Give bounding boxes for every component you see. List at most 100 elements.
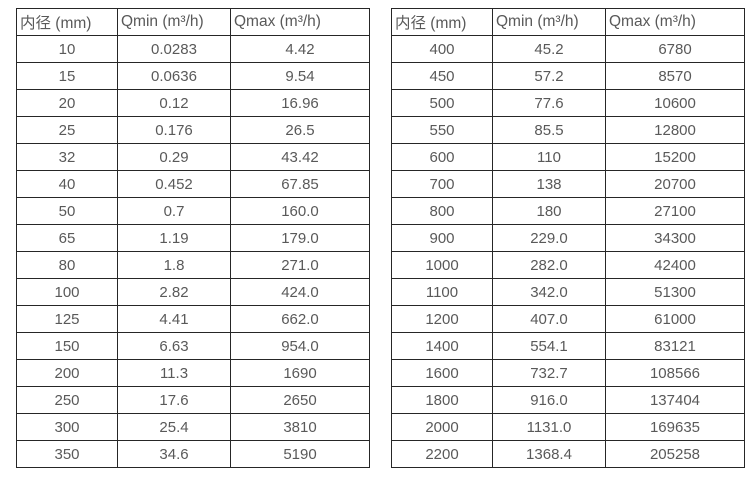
qmax-cell: 179.0	[230, 224, 370, 252]
qmax-cell: 954.0	[230, 332, 370, 360]
table-row: 2200 1368.4 205258	[391, 440, 745, 468]
diameter-cell: 450	[391, 62, 493, 90]
diameter-cell: 400	[391, 35, 493, 63]
diameter-cell: 200	[16, 359, 118, 387]
diameter-cell: 600	[391, 143, 493, 171]
table-row: 500 77.6 10600	[391, 89, 745, 117]
table-row: 450 57.2 8570	[391, 62, 745, 90]
qmax-cell: 271.0	[230, 251, 370, 279]
table-row: 400 45.2 6780	[391, 35, 745, 63]
table-row: 1000 282.0 42400	[391, 251, 745, 279]
qmin-cell: 0.0283	[117, 35, 231, 63]
qmax-cell: 61000	[605, 305, 745, 333]
table-row: 1800 916.0 137404	[391, 386, 745, 414]
qmin-cell: 77.6	[492, 89, 606, 117]
qmin-cell: 180	[492, 197, 606, 225]
qmin-cell: 342.0	[492, 278, 606, 306]
flow-rate-table-dn10-350: 内径 (mm) Qmin (m³/h) Qmax (m³/h) 10 0.0283 4.…	[16, 8, 370, 468]
qmax-cell: 83121	[605, 332, 745, 360]
qmax-cell: 169635	[605, 413, 745, 441]
qmax-cell: 42400	[605, 251, 745, 279]
diameter-cell: 1200	[391, 305, 493, 333]
diameter-cell: 1600	[391, 359, 493, 387]
diameter-cell: 65	[16, 224, 118, 252]
table-row: 2000 1131.0 169635	[391, 413, 745, 441]
qmax-cell: 3810	[230, 413, 370, 441]
qmax-cell: 27100	[605, 197, 745, 225]
qmin-cell: 85.5	[492, 116, 606, 144]
diameter-cell: 350	[16, 440, 118, 468]
table-row: 700 138 20700	[391, 170, 745, 198]
qmin-cell: 11.3	[117, 359, 231, 387]
qmin-cell: 6.63	[117, 332, 231, 360]
diameter-cell: 900	[391, 224, 493, 252]
diameter-cell: 125	[16, 305, 118, 333]
table-header-row: 内径 (mm) Qmin (m³/h) Qmax (m³/h)	[16, 8, 370, 36]
qmax-cell: 662.0	[230, 305, 370, 333]
qmin-cell: 554.1	[492, 332, 606, 360]
table-row: 250 17.6 2650	[16, 386, 370, 414]
table-row: 350 34.6 5190	[16, 440, 370, 468]
diameter-cell: 500	[391, 89, 493, 117]
table-row: 50 0.7 160.0	[16, 197, 370, 225]
qmax-cell: 108566	[605, 359, 745, 387]
qmax-cell: 6780	[605, 35, 745, 63]
table-row: 150 6.63 954.0	[16, 332, 370, 360]
qmin-cell: 138	[492, 170, 606, 198]
qmin-cell: 0.452	[117, 170, 231, 198]
table-row: 1400 554.1 83121	[391, 332, 745, 360]
diameter-cell: 1800	[391, 386, 493, 414]
qmin-cell: 2.82	[117, 278, 231, 306]
qmin-cell: 17.6	[117, 386, 231, 414]
diameter-cell: 1100	[391, 278, 493, 306]
table-row: 15 0.0636 9.54	[16, 62, 370, 90]
qmax-cell: 4.42	[230, 35, 370, 63]
qmax-cell: 9.54	[230, 62, 370, 90]
qmax-cell: 5190	[230, 440, 370, 468]
qmax-cell: 43.42	[230, 143, 370, 171]
qmax-cell: 20700	[605, 170, 745, 198]
qmin-cell: 0.0636	[117, 62, 231, 90]
qmax-cell: 26.5	[230, 116, 370, 144]
table-row: 32 0.29 43.42	[16, 143, 370, 171]
table-row: 800 180 27100	[391, 197, 745, 225]
diameter-cell: 100	[16, 278, 118, 306]
table-row: 300 25.4 3810	[16, 413, 370, 441]
qmax-header: Qmax (m³/h)	[605, 8, 745, 36]
table-row: 80 1.8 271.0	[16, 251, 370, 279]
diameter-cell: 2200	[391, 440, 493, 468]
qmax-cell: 34300	[605, 224, 745, 252]
qmin-cell: 282.0	[492, 251, 606, 279]
table-row: 900 229.0 34300	[391, 224, 745, 252]
qmin-cell: 34.6	[117, 440, 231, 468]
table-row: 550 85.5 12800	[391, 116, 745, 144]
diameter-cell: 40	[16, 170, 118, 198]
diameter-cell: 700	[391, 170, 493, 198]
qmin-header: Qmin (m³/h)	[117, 8, 231, 36]
qmax-cell: 15200	[605, 143, 745, 171]
qmin-cell: 1.19	[117, 224, 231, 252]
qmin-cell: 25.4	[117, 413, 231, 441]
table-row: 100 2.82 424.0	[16, 278, 370, 306]
qmin-cell: 1131.0	[492, 413, 606, 441]
qmax-cell: 67.85	[230, 170, 370, 198]
qmin-cell: 407.0	[492, 305, 606, 333]
table-row: 65 1.19 179.0	[16, 224, 370, 252]
qmax-cell: 137404	[605, 386, 745, 414]
qmin-header: Qmin (m³/h)	[492, 8, 606, 36]
qmin-cell: 4.41	[117, 305, 231, 333]
qmin-cell: 0.12	[117, 89, 231, 117]
table-row: 1100 342.0 51300	[391, 278, 745, 306]
diameter-cell: 2000	[391, 413, 493, 441]
diameter-cell: 15	[16, 62, 118, 90]
qmin-cell: 0.7	[117, 197, 231, 225]
qmin-cell: 57.2	[492, 62, 606, 90]
diameter-cell: 300	[16, 413, 118, 441]
diameter-header: 内径 (mm)	[16, 8, 118, 36]
qmin-cell: 229.0	[492, 224, 606, 252]
diameter-cell: 25	[16, 116, 118, 144]
diameter-cell: 32	[16, 143, 118, 171]
table-header-row: 内径 (mm) Qmin (m³/h) Qmax (m³/h)	[391, 8, 745, 36]
table-row: 25 0.176 26.5	[16, 116, 370, 144]
